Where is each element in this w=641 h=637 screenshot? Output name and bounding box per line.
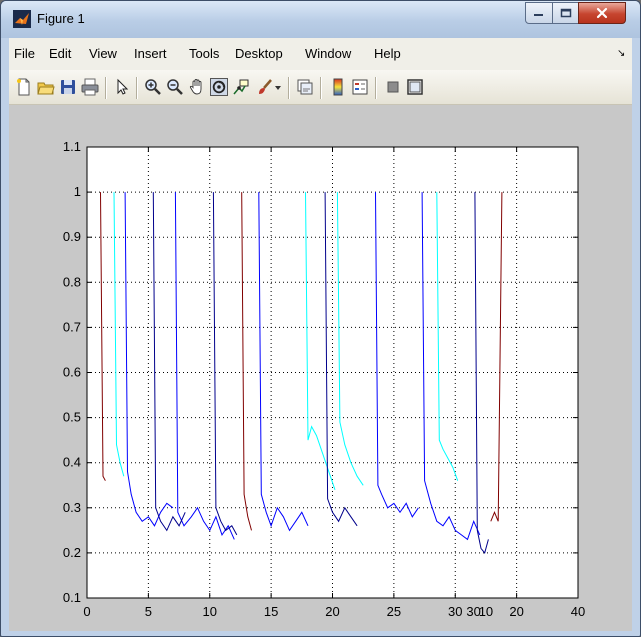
y-tick-label: 0.2 <box>63 545 81 560</box>
show-plot-tools-icon[interactable] <box>406 78 424 96</box>
menu-desktop[interactable]: Desktop <box>235 46 283 61</box>
toolbar-separator <box>375 77 377 99</box>
y-tick-label: 1 <box>74 184 81 199</box>
x-tick-label: 40 <box>571 604 585 619</box>
series-2-line-2[interactable] <box>336 192 364 486</box>
x-tick-label: 30 <box>466 604 480 619</box>
close-icon <box>596 7 608 19</box>
y-tick-label: 1.1 <box>63 139 81 154</box>
open-file-icon[interactable] <box>37 78 55 96</box>
link-plot-icon[interactable] <box>296 78 314 96</box>
series-1-line-1[interactable] <box>174 192 235 540</box>
menu-view[interactable]: View <box>89 46 117 61</box>
menu-help[interactable]: Help <box>374 46 401 61</box>
new-figure-icon[interactable] <box>15 78 33 96</box>
series-3-line-0[interactable] <box>152 192 186 532</box>
x-tick-label: 0 <box>83 604 90 619</box>
series-1-line-2[interactable] <box>258 192 309 532</box>
zoom-in-icon[interactable] <box>144 78 162 96</box>
series-1-line-3[interactable] <box>375 192 419 518</box>
series-2-line-1[interactable] <box>305 192 336 490</box>
window-title: Figure 1 <box>37 11 85 26</box>
y-tick-label: 0.5 <box>63 410 81 425</box>
x-tick-label: 25 <box>387 604 401 619</box>
menu-tools[interactable]: Tools <box>189 46 220 61</box>
y-tick-label: 0.7 <box>63 319 81 334</box>
toolbar-separator <box>320 77 322 99</box>
x-tick-label: 20 <box>509 604 523 619</box>
brush-icon[interactable] <box>256 78 274 96</box>
y-tick-label: 0.1 <box>63 590 81 605</box>
menu-edit[interactable]: Edit <box>49 46 72 61</box>
series-0-line-2[interactable] <box>490 192 503 522</box>
pointer-icon[interactable] <box>113 78 131 96</box>
brush-dropdown-icon[interactable] <box>274 78 282 96</box>
series-3-line-1[interactable] <box>212 192 238 536</box>
minimize-button[interactable] <box>525 2 553 24</box>
x-tick-label: 15 <box>264 604 278 619</box>
menu-window[interactable]: Window <box>305 46 352 61</box>
data-cursor-icon[interactable] <box>232 78 250 96</box>
series-1-line-0[interactable] <box>124 192 174 527</box>
y-tick-label: 0.3 <box>63 500 81 515</box>
menu-overflow-icon[interactable]: ↘ <box>617 48 626 59</box>
minimize-icon <box>534 14 543 16</box>
series-2-line-3[interactable] <box>436 192 459 481</box>
figure-client: File Edit View Insert Tools Desktop Wind… <box>9 38 632 631</box>
close-button[interactable] <box>578 2 626 24</box>
figure-toolbar <box>9 70 632 105</box>
series-3-line-2[interactable] <box>324 192 358 527</box>
colorbar-icon[interactable] <box>329 78 347 96</box>
x-tick-label: 10 <box>479 604 493 619</box>
hide-plot-tools-icon[interactable] <box>384 78 402 96</box>
toolbar-separator <box>105 77 107 99</box>
series-2-line-0[interactable] <box>113 192 125 477</box>
y-tick-label: 0.8 <box>63 274 81 289</box>
series-3-line-3[interactable] <box>474 192 489 554</box>
line-chart[interactable]: 0 5 10 15 20 25 30 20 4030100.10.20.30.40.50.60.… <box>9 105 632 631</box>
y-tick-label: 0.4 <box>63 455 81 470</box>
save-icon[interactable] <box>59 78 77 96</box>
toolbar-separator <box>136 77 138 99</box>
matlab-logo-icon <box>13 10 31 28</box>
series-1-line-4[interactable] <box>421 192 481 541</box>
series-0-line-1[interactable] <box>241 192 252 531</box>
x-tick-label: 5 <box>145 604 152 619</box>
toolbar-separator <box>288 77 290 99</box>
figure-canvas: 0 5 10 15 20 25 30 20 40 30 10 0.1 0.2 0.3 0.4 0.5 0.6 0.… <box>9 105 632 631</box>
menu-bar: File Edit View Insert Tools Desktop Wind… <box>9 38 632 71</box>
rotate-3d-icon[interactable] <box>210 78 228 96</box>
x-tick-label: 30 <box>448 604 462 619</box>
maximize-button[interactable] <box>552 2 579 24</box>
menu-file[interactable]: File <box>14 46 35 61</box>
legend-icon[interactable] <box>351 78 369 96</box>
x-tick-label: 20 <box>325 604 339 619</box>
y-tick-label: 0.6 <box>63 365 81 380</box>
axes-background <box>87 147 578 598</box>
pan-hand-icon[interactable] <box>188 78 206 96</box>
x-tick-label: 10 <box>203 604 217 619</box>
series-0-line-0[interactable] <box>100 192 106 481</box>
zoom-out-icon[interactable] <box>166 78 184 96</box>
title-bar[interactable]: Figure 1 <box>1 1 640 38</box>
print-icon[interactable] <box>81 78 99 96</box>
menu-insert[interactable]: Insert <box>134 46 167 61</box>
y-tick-label: 0.9 <box>63 229 81 244</box>
maximize-icon <box>560 8 571 18</box>
